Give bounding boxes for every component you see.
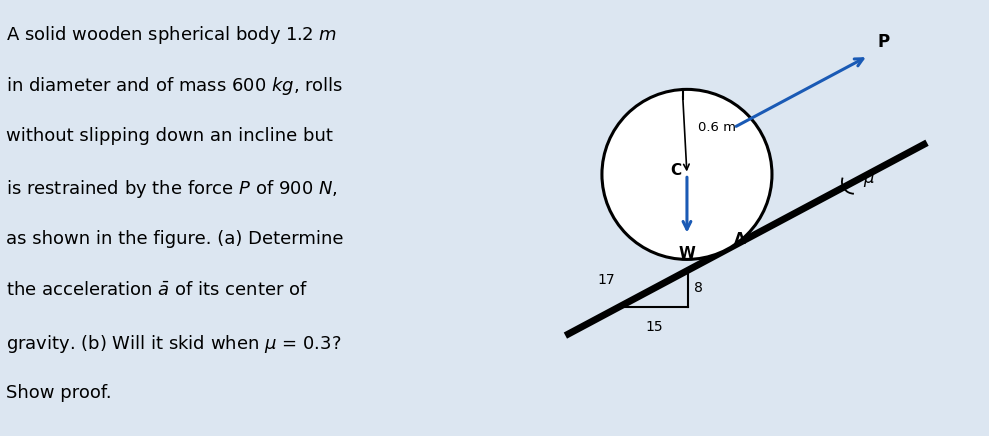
Text: 8: 8 xyxy=(693,281,702,296)
Text: 0.6 m: 0.6 m xyxy=(698,121,736,134)
Text: $\mu$: $\mu$ xyxy=(862,170,874,188)
Circle shape xyxy=(602,89,772,259)
Text: without slipping down an incline but: without slipping down an incline but xyxy=(6,127,332,145)
Text: 15: 15 xyxy=(645,320,663,334)
Text: P: P xyxy=(877,34,889,51)
Text: in diameter and of mass 600 $kg$, rolls: in diameter and of mass 600 $kg$, rolls xyxy=(6,75,343,97)
Text: the acceleration $\bar{a}$ of its center of: the acceleration $\bar{a}$ of its center… xyxy=(6,281,308,299)
Text: as shown in the figure. (a) Determine: as shown in the figure. (a) Determine xyxy=(6,230,343,248)
Text: A solid wooden spherical body 1.2 $m$: A solid wooden spherical body 1.2 $m$ xyxy=(6,24,337,46)
Text: C: C xyxy=(671,164,681,178)
Text: 17: 17 xyxy=(597,272,615,287)
Text: is restrained by the force $P$ of 900 $N$,: is restrained by the force $P$ of 900 $N… xyxy=(6,178,337,200)
Text: Show proof.: Show proof. xyxy=(6,384,112,402)
Text: W: W xyxy=(678,246,695,261)
Text: gravity. (b) Will it skid when $\mu$ = 0.3?: gravity. (b) Will it skid when $\mu$ = 0… xyxy=(6,333,341,354)
Text: A: A xyxy=(734,232,746,247)
